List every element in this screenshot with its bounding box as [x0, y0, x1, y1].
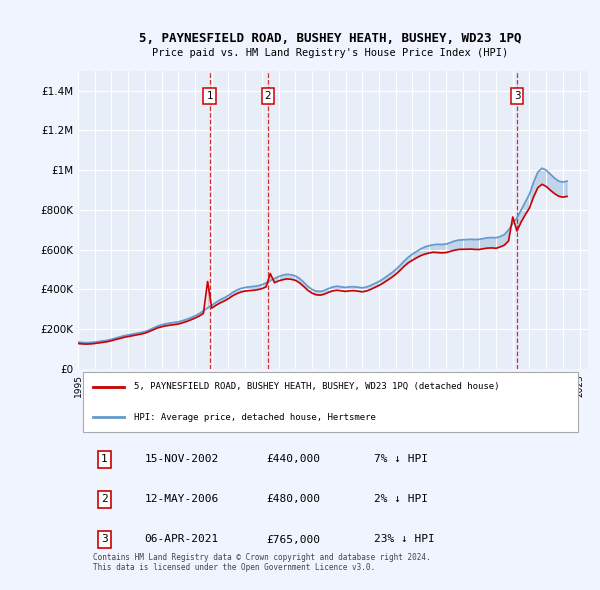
Text: Contains HM Land Registry data © Crown copyright and database right 2024.
This d: Contains HM Land Registry data © Crown c… [94, 553, 431, 572]
Text: 5, PAYNESFIELD ROAD, BUSHEY HEATH, BUSHEY, WD23 1PQ (detached house): 5, PAYNESFIELD ROAD, BUSHEY HEATH, BUSHE… [134, 382, 500, 391]
Text: HPI: Average price, detached house, Hertsmere: HPI: Average price, detached house, Hert… [134, 412, 376, 422]
Text: £440,000: £440,000 [266, 454, 320, 464]
Text: 1: 1 [206, 91, 213, 101]
FancyBboxPatch shape [83, 372, 578, 432]
Text: 1: 1 [101, 454, 108, 464]
Text: 23% ↓ HPI: 23% ↓ HPI [374, 535, 434, 545]
Text: 2: 2 [101, 494, 108, 504]
Text: 7% ↓ HPI: 7% ↓ HPI [374, 454, 428, 464]
Text: 2% ↓ HPI: 2% ↓ HPI [374, 494, 428, 504]
Text: £480,000: £480,000 [266, 494, 320, 504]
Text: £765,000: £765,000 [266, 535, 320, 545]
Text: 2: 2 [265, 91, 271, 101]
Text: 15-NOV-2002: 15-NOV-2002 [145, 454, 218, 464]
Text: 5, PAYNESFIELD ROAD, BUSHEY HEATH, BUSHEY, WD23 1PQ: 5, PAYNESFIELD ROAD, BUSHEY HEATH, BUSHE… [139, 32, 521, 45]
Text: Price paid vs. HM Land Registry's House Price Index (HPI): Price paid vs. HM Land Registry's House … [152, 48, 508, 58]
Text: 3: 3 [514, 91, 520, 101]
Text: 06-APR-2021: 06-APR-2021 [145, 535, 218, 545]
Text: 3: 3 [101, 535, 108, 545]
Text: 12-MAY-2006: 12-MAY-2006 [145, 494, 218, 504]
